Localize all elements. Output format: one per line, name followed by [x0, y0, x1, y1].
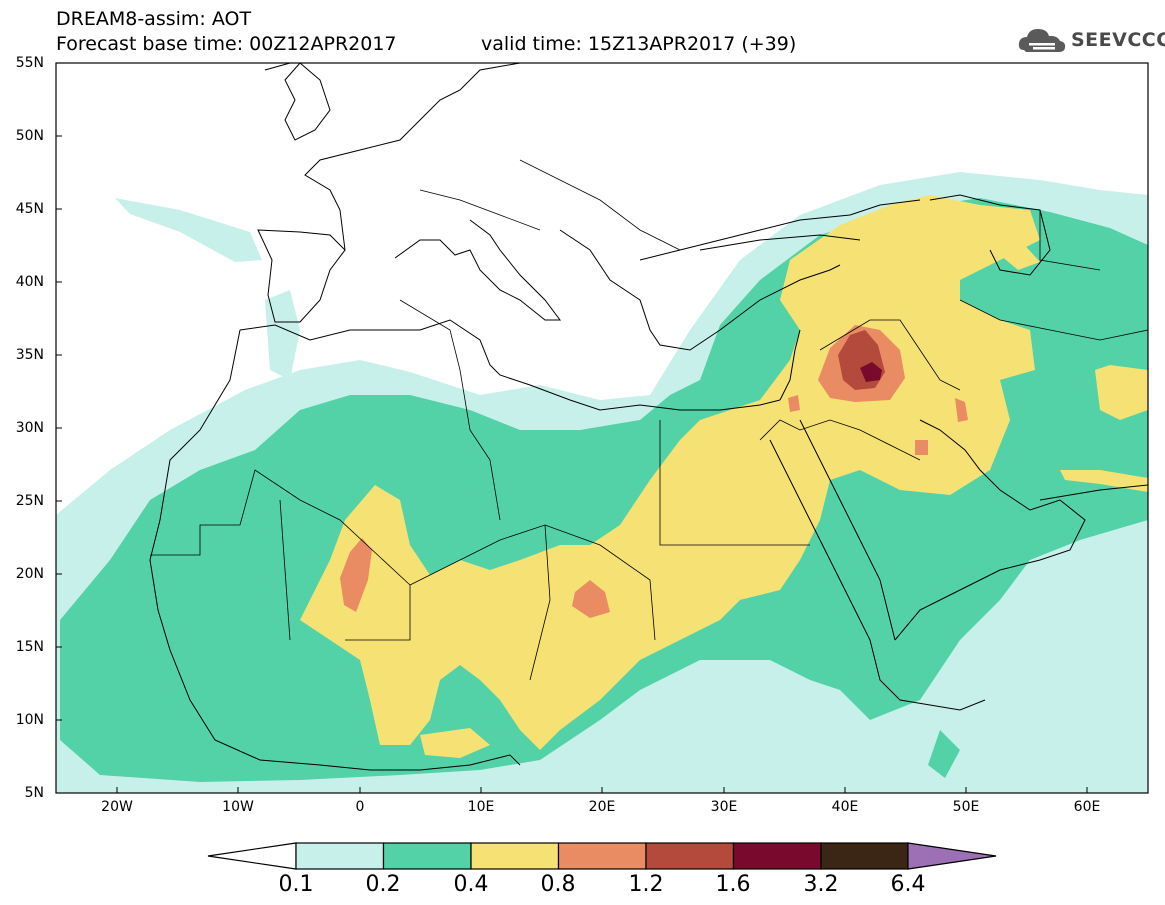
colorbar-label: 1.6: [715, 872, 751, 897]
lon-label: 10E: [467, 799, 495, 815]
colorbar-label: 3.2: [803, 872, 839, 897]
lon-label: 0: [355, 799, 365, 815]
lat-label: 50N: [15, 128, 44, 144]
lat-label: 20N: [15, 566, 44, 582]
lon-label: 10W: [222, 799, 254, 815]
lat-label: 45N: [15, 201, 44, 217]
colorbar-label: 0.8: [540, 872, 576, 897]
lat-label: 30N: [15, 420, 44, 436]
lat-label: 35N: [15, 347, 44, 363]
lat-label: 40N: [15, 274, 44, 290]
colorbar-label: 1.2: [628, 872, 664, 897]
lat-label: 15N: [15, 639, 44, 655]
lat-label: 5N: [24, 785, 44, 801]
lat-label: 55N: [15, 55, 44, 71]
coastlines: [149, 63, 1148, 771]
lon-label: 40E: [831, 799, 859, 815]
aot-field: [56, 63, 1148, 793]
lon-label: 20W: [101, 799, 133, 815]
seevccc-logo: SEEVCCC: [1016, 24, 1165, 58]
forecast-base-time: Forecast base time: 00Z12APR2017: [56, 33, 397, 55]
lon-label: 30E: [710, 799, 738, 815]
country-borders: [150, 159, 1148, 681]
aot-level-1-6: [860, 362, 882, 382]
colorbar-label: 0.2: [365, 872, 401, 897]
valid-time: valid time: 15Z13APR2017 (+39): [481, 33, 797, 55]
colorbar-label: 6.4: [890, 872, 926, 897]
lat-ticks: [56, 62, 62, 794]
map-title: DREAM8-assim: AOT: [56, 8, 252, 30]
cloud-icon: [1018, 29, 1066, 52]
lat-label: 25N: [15, 493, 44, 509]
colorbar-label: 0.4: [453, 872, 489, 897]
lon-label: 60E: [1073, 799, 1101, 815]
lon-label: 20E: [588, 799, 616, 815]
colorbar-label: 0.1: [278, 872, 314, 897]
lon-ticks: [116, 787, 1088, 793]
lat-label: 10N: [15, 712, 44, 728]
logo-text: SEEVCCC: [1071, 29, 1165, 51]
lon-label: 50E: [952, 799, 980, 815]
